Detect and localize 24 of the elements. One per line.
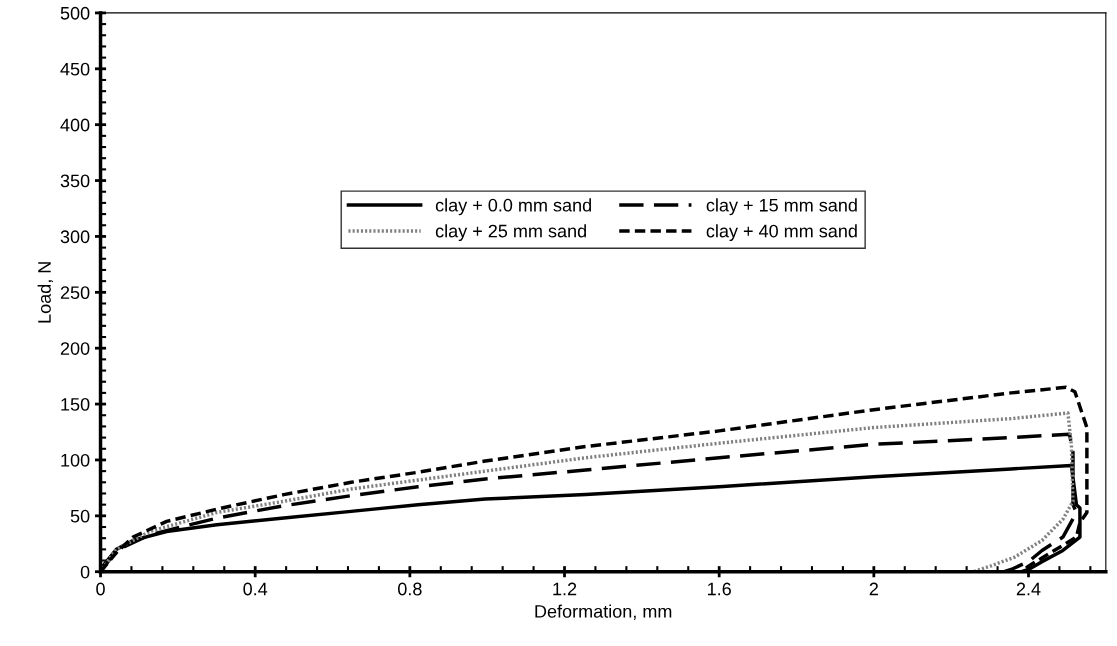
y-tick-label: 0 — [80, 565, 90, 579]
x-tick-label: 1.2 — [553, 582, 577, 596]
y-tick-label: 250 — [60, 286, 90, 300]
y-tick-label: 200 — [60, 342, 90, 355]
y-tick-label: 150 — [61, 398, 90, 411]
y-tick-label: 400 — [60, 118, 90, 132]
y-tick-label: 500 — [60, 6, 90, 20]
x-tick-label: 1.6 — [708, 582, 731, 596]
legend-label: clay + 15 mm sand — [706, 198, 857, 216]
y-tick-label: 50 — [70, 509, 90, 523]
y-tick-label: 350 — [60, 174, 90, 188]
x-tick-label: 0 — [96, 582, 105, 596]
x-tick-label: 0.4 — [243, 582, 268, 596]
y-tick-label: 300 — [60, 230, 90, 244]
legend-label: clay + 0.0 mm sand — [435, 198, 591, 216]
legend-label: clay + 25 mm sand — [435, 224, 586, 242]
y-tick-label: 450 — [60, 62, 90, 76]
x-tick-label: 0.8 — [398, 582, 422, 596]
legend-label: clay + 40 mm sand — [706, 224, 857, 242]
y-tick-label: 100 — [61, 453, 90, 467]
x-tick-label: 2 — [869, 582, 878, 596]
x-tick-label: 2.4 — [1016, 582, 1041, 596]
y-axis-title: Load, N — [37, 262, 53, 323]
x-axis-title: Deformation, mm — [535, 604, 672, 620]
